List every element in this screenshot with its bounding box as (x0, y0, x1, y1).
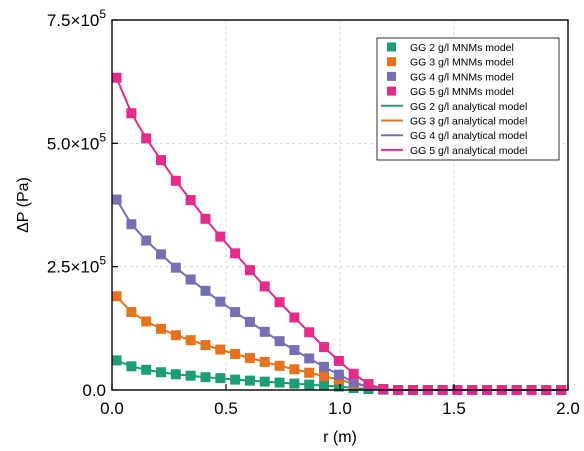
series-3-point-8 (230, 248, 241, 259)
series-0-point-3 (156, 367, 167, 378)
series-1-point-12 (289, 364, 300, 375)
series-1-point-9 (244, 352, 255, 363)
x-tick-label-3: 1.5 (442, 399, 466, 418)
series-3-point-4 (170, 175, 181, 186)
series-2-point-6 (200, 285, 211, 296)
series-2-point-4 (170, 262, 181, 273)
series-0-point-12 (289, 378, 300, 389)
series-1-point-4 (170, 330, 181, 341)
series-1-point-6 (200, 340, 211, 351)
series-2-point-7 (215, 296, 226, 307)
series-0-point-15 (333, 381, 344, 392)
legend-marker-1 (387, 57, 396, 67)
y-tick-label-0: 0.0 (82, 381, 106, 400)
series-0-point-4 (170, 369, 181, 380)
legend-marker-3 (387, 86, 396, 96)
series-1-point-0 (111, 291, 122, 302)
series-2-point-11 (274, 336, 285, 347)
series-1-point-13 (304, 367, 315, 378)
legend-label-3: GG 5 g/l MNMs model (410, 86, 514, 98)
series-0-point-13 (304, 379, 315, 390)
series-2-point-1 (126, 219, 137, 230)
y-tick-exponent-2: 5 (99, 130, 106, 144)
series-2-point-14 (319, 361, 330, 372)
legend-label-5: GG 3 g/l analytical model (410, 116, 527, 128)
series-3-point-12 (289, 312, 300, 323)
series-2-point-2 (141, 235, 152, 246)
tick-labels: 0.0 0.5 1.0 1.5 2.0 0.0 2.5×105 5.0×105 7.5×105 (47, 7, 580, 418)
legend-label-0: GG 2 g/l MNMs model (410, 42, 514, 54)
y-tick-label-1: 2.5×105 (47, 254, 106, 277)
series-3-point-11 (274, 297, 285, 308)
series-3-point-7 (215, 231, 226, 242)
series-3-point-1 (126, 108, 137, 119)
series-2-point-9 (244, 316, 255, 327)
series-3-point-9 (244, 265, 255, 276)
legend: GG 2 g/l MNMs model GG 3 g/l MNMs model GG… (376, 37, 560, 161)
x-axis-title: r (m) (323, 429, 357, 446)
y-tick-label-2: 5.0×105 (47, 130, 106, 153)
x-tick-label-4: 2.0 (556, 399, 580, 418)
series-1-point-1 (126, 307, 137, 318)
series-0-point-8 (230, 374, 241, 385)
legend-label-1: GG 3 g/l MNMs model (410, 57, 514, 69)
series-2-point-13 (304, 353, 315, 364)
series-3-point-10 (259, 281, 270, 292)
series-2-point-0 (111, 194, 122, 205)
series-2-point-5 (185, 274, 196, 285)
x-tick-label-1: 0.5 (214, 399, 238, 418)
y-tick-label-3: 7.5×105 (47, 7, 106, 30)
series-2-point-3 (156, 249, 167, 260)
axis-ticks (111, 19, 569, 391)
series-1-point-3 (156, 323, 167, 334)
series-3-point-5 (185, 195, 196, 206)
series-1-point-11 (274, 360, 285, 371)
legend-marker-0 (387, 42, 396, 52)
series-2-point-12 (289, 345, 300, 356)
series-3-point-13 (304, 327, 315, 338)
series-1-point-7 (215, 344, 226, 355)
series-3-point-15 (333, 355, 344, 366)
series-0-point-11 (274, 377, 285, 388)
series-3-point-16 (348, 368, 359, 379)
series-0-point-14 (319, 380, 330, 391)
series-0-point-5 (185, 370, 196, 381)
legend-label-2: GG 4 g/l MNMs model (410, 71, 514, 83)
series-0-point-2 (141, 364, 152, 375)
series-0-point-1 (126, 361, 137, 372)
series-0-point-7 (215, 373, 226, 384)
x-tick-label-0: 0.0 (100, 399, 124, 418)
series-3-point-14 (319, 342, 330, 353)
series-3-point-18 (378, 384, 389, 395)
series-0-point-10 (259, 376, 270, 387)
legend-marker-2 (387, 71, 396, 81)
series-3-point-6 (200, 213, 211, 224)
series-3-point-2 (141, 133, 152, 144)
series-0-point-6 (200, 372, 211, 383)
x-tick-label-2: 1.0 (328, 399, 352, 418)
series-2-point-10 (259, 326, 270, 337)
series-2-point-15 (333, 369, 344, 380)
y-tick-exponent-3: 5 (99, 7, 106, 21)
series-3-point-17 (363, 379, 374, 390)
y-tick-exponent-1: 5 (99, 254, 106, 268)
series-0-point-9 (244, 375, 255, 386)
y-axis-title: ΔP (Pa) (15, 177, 32, 233)
legend-label-6: GG 4 g/l analytical model (410, 130, 527, 142)
legend-label-7: GG 5 g/l analytical model (410, 145, 527, 157)
legend-label-4: GG 2 g/l analytical model (410, 101, 527, 113)
series-1-point-5 (185, 335, 196, 346)
series-1-point-10 (259, 356, 270, 367)
series-1-point-8 (230, 348, 241, 359)
legend-box (376, 37, 560, 161)
series-2-point-16 (348, 377, 359, 388)
series-1-point-14 (319, 371, 330, 382)
series-1-point-2 (141, 316, 152, 327)
series-2-point-8 (230, 307, 241, 318)
series-0-point-0 (111, 355, 122, 366)
series-3-point-3 (156, 155, 167, 166)
series-3-point-0 (111, 72, 122, 83)
